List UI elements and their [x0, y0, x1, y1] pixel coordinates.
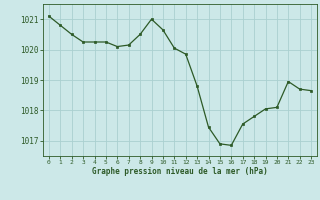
X-axis label: Graphe pression niveau de la mer (hPa): Graphe pression niveau de la mer (hPa)	[92, 167, 268, 176]
